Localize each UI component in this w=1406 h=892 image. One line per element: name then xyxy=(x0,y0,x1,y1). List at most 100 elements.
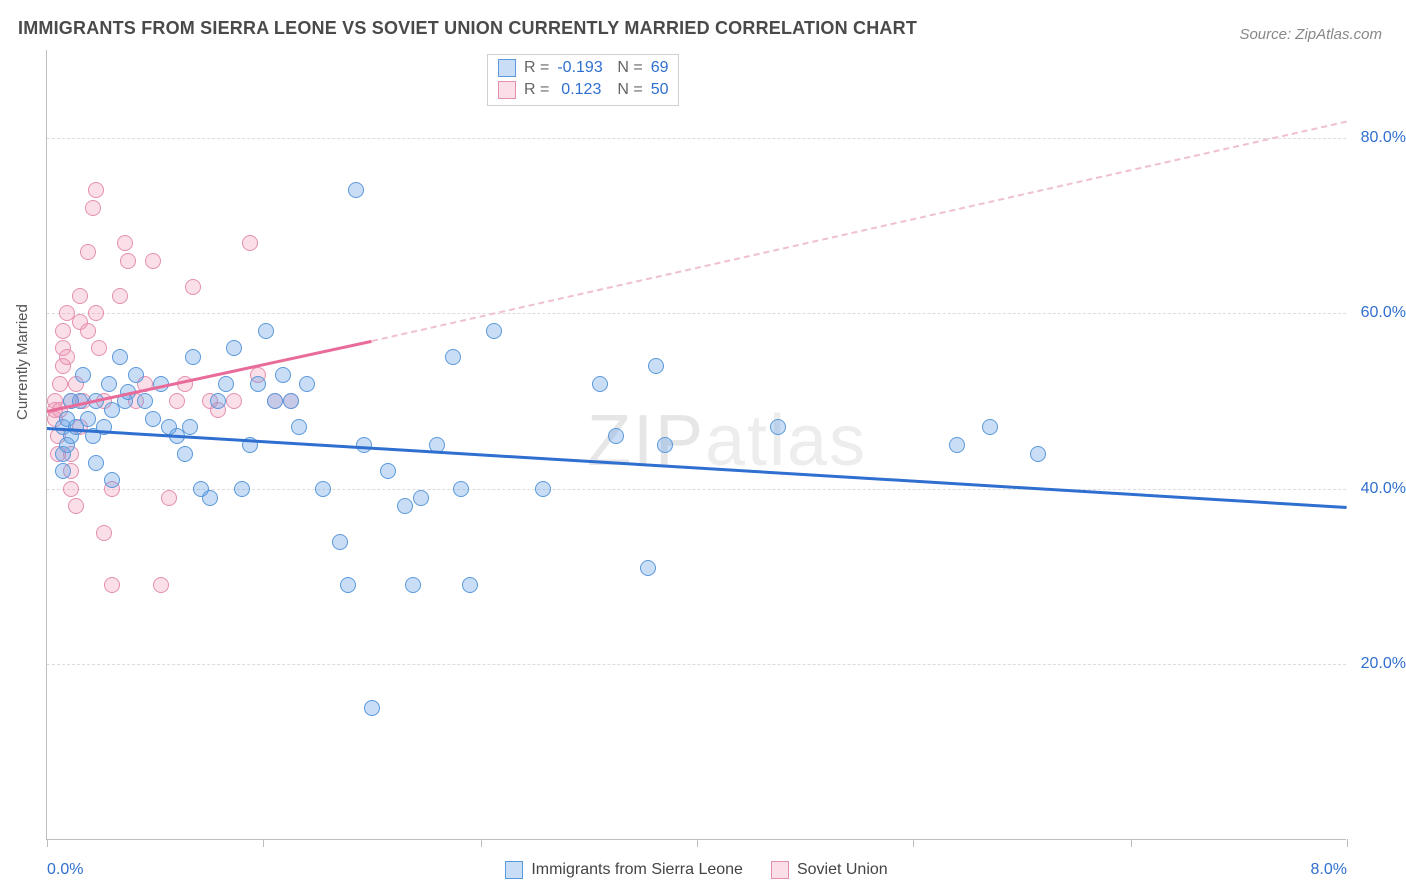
scatter-point xyxy=(55,323,71,339)
swatch-blue-icon xyxy=(505,861,523,879)
scatter-point xyxy=(299,376,315,392)
scatter-point xyxy=(145,253,161,269)
scatter-chart: ZIPatlas R = -0.193 N = 69 R = 0.123 N =… xyxy=(46,50,1346,840)
scatter-point xyxy=(96,525,112,541)
scatter-point xyxy=(283,393,299,409)
scatter-point xyxy=(291,419,307,435)
n-value-blue: 69 xyxy=(651,57,669,79)
scatter-point xyxy=(226,340,242,356)
x-tick xyxy=(481,839,482,847)
r-value-pink: 0.123 xyxy=(557,79,609,101)
scatter-point xyxy=(104,472,120,488)
scatter-point xyxy=(91,340,107,356)
gridline xyxy=(47,138,1346,139)
n-label: N = xyxy=(617,57,642,79)
chart-title: IMMIGRANTS FROM SIERRA LEONE VS SOVIET U… xyxy=(18,18,917,39)
scatter-point xyxy=(242,235,258,251)
scatter-point xyxy=(75,367,91,383)
scatter-point xyxy=(128,367,144,383)
scatter-point xyxy=(202,490,218,506)
scatter-point xyxy=(397,498,413,514)
scatter-point xyxy=(405,577,421,593)
x-tick-label: 8.0% xyxy=(1311,861,1347,879)
legend-row-pink: R = 0.123 N = 50 xyxy=(498,79,668,101)
scatter-point xyxy=(145,411,161,427)
scatter-point xyxy=(112,288,128,304)
scatter-point xyxy=(52,376,68,392)
scatter-point xyxy=(185,279,201,295)
n-label: N = xyxy=(617,79,642,101)
swatch-pink-icon xyxy=(771,861,789,879)
n-value-pink: 50 xyxy=(651,79,669,101)
x-tick xyxy=(1131,839,1132,847)
x-tick xyxy=(697,839,698,847)
y-tick-label: 40.0% xyxy=(1361,480,1406,498)
gridline xyxy=(47,313,1346,314)
scatter-point xyxy=(657,437,673,453)
scatter-point xyxy=(592,376,608,392)
swatch-pink-icon xyxy=(498,81,516,99)
scatter-point xyxy=(234,481,250,497)
scatter-point xyxy=(608,428,624,444)
scatter-point xyxy=(153,577,169,593)
scatter-point xyxy=(80,244,96,260)
legend-row-blue: R = -0.193 N = 69 xyxy=(498,57,668,79)
scatter-point xyxy=(640,560,656,576)
legend-item-blue: Immigrants from Sierra Leone xyxy=(505,861,743,879)
swatch-blue-icon xyxy=(498,59,516,77)
scatter-point xyxy=(59,349,75,365)
scatter-point xyxy=(117,235,133,251)
scatter-point xyxy=(315,481,331,497)
scatter-point xyxy=(120,253,136,269)
scatter-point xyxy=(250,376,266,392)
scatter-point xyxy=(1030,446,1046,462)
scatter-point xyxy=(72,288,88,304)
scatter-point xyxy=(535,481,551,497)
x-tick xyxy=(263,839,264,847)
scatter-point xyxy=(648,358,664,374)
scatter-point xyxy=(413,490,429,506)
scatter-point xyxy=(80,411,96,427)
legend-label-blue: Immigrants from Sierra Leone xyxy=(531,861,743,879)
legend-correlation: R = -0.193 N = 69 R = 0.123 N = 50 xyxy=(487,54,679,106)
r-value-blue: -0.193 xyxy=(557,57,609,79)
scatter-point xyxy=(275,367,291,383)
scatter-point xyxy=(364,700,380,716)
scatter-point xyxy=(218,376,234,392)
legend-series: Immigrants from Sierra Leone Soviet Unio… xyxy=(47,861,1346,879)
scatter-point xyxy=(88,182,104,198)
r-label: R = xyxy=(524,79,549,101)
scatter-point xyxy=(348,182,364,198)
scatter-point xyxy=(55,463,71,479)
scatter-point xyxy=(137,393,153,409)
scatter-point xyxy=(63,481,79,497)
x-tick xyxy=(913,839,914,847)
x-tick-label: 0.0% xyxy=(47,861,83,879)
scatter-point xyxy=(88,455,104,471)
trend-line xyxy=(47,427,1347,509)
scatter-point xyxy=(185,349,201,365)
scatter-point xyxy=(332,534,348,550)
scatter-point xyxy=(80,323,96,339)
r-label: R = xyxy=(524,57,549,79)
scatter-point xyxy=(85,200,101,216)
x-tick xyxy=(1347,839,1348,847)
scatter-point xyxy=(210,393,226,409)
scatter-point xyxy=(486,323,502,339)
trend-line xyxy=(372,120,1347,341)
x-tick xyxy=(47,839,48,847)
scatter-point xyxy=(340,577,356,593)
legend-item-pink: Soviet Union xyxy=(771,861,888,879)
scatter-point xyxy=(267,393,283,409)
scatter-point xyxy=(445,349,461,365)
scatter-point xyxy=(770,419,786,435)
scatter-point xyxy=(68,498,84,514)
scatter-point xyxy=(949,437,965,453)
scatter-point xyxy=(380,463,396,479)
scatter-point xyxy=(258,323,274,339)
scatter-point xyxy=(169,393,185,409)
y-tick-label: 20.0% xyxy=(1361,655,1406,673)
scatter-point xyxy=(226,393,242,409)
scatter-point xyxy=(101,376,117,392)
scatter-point xyxy=(112,349,128,365)
